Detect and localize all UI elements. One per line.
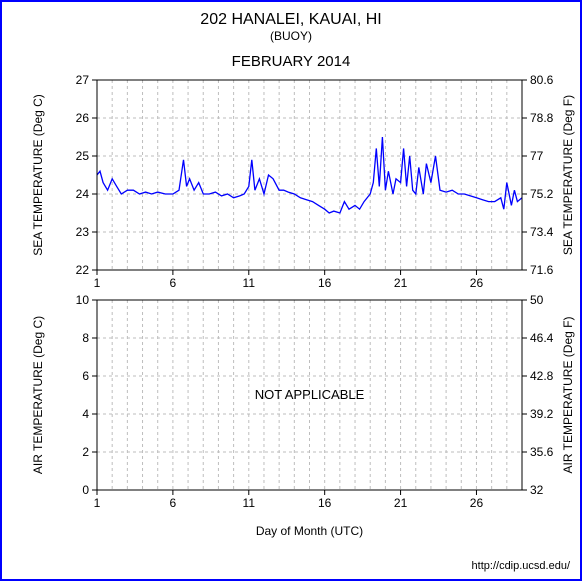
air-temp-ylabel-right: AIR TEMPERATURE (Deg F) [561,317,575,474]
xtick-label: 6 [170,496,177,510]
xtick-label: 1 [94,496,101,510]
ytick-left-label: 8 [82,331,89,345]
xtick-label: 26 [470,496,484,510]
ytick-right-label: 80.6 [530,73,554,87]
ytick-right-label: 77 [530,149,544,163]
ytick-right-label: 46.4 [530,331,554,345]
ytick-right-label: 50 [530,293,544,307]
sea-temp-ylabel-right: SEA TEMPERATURE (Deg F) [561,95,575,255]
xtick-label: 1 [94,276,101,290]
xtick-label: 16 [318,276,332,290]
ytick-left-label: 10 [76,293,90,307]
ytick-right-label: 39.2 [530,407,554,421]
sea-temp-ylabel-left: SEA TEMPERATURE (Deg C) [31,94,45,256]
xtick-label: 21 [394,496,408,510]
ytick-left-label: 23 [76,225,90,239]
ytick-right-label: 71.6 [530,263,554,277]
ytick-left-label: 27 [76,73,90,87]
ytick-left-label: 0 [82,483,89,497]
xaxis-label: Day of Month (UTC) [256,524,363,538]
ytick-left-label: 22 [76,263,90,277]
xtick-label: 11 [243,496,256,510]
xtick-label: 6 [170,276,177,290]
chart-month: FEBRUARY 2014 [232,53,351,70]
air-temp-overlay-text: NOT APPLICABLE [255,387,365,402]
ytick-right-label: 42.8 [530,369,554,383]
ytick-right-label: 73.4 [530,225,554,239]
ytick-right-label: 75.2 [530,187,554,201]
xtick-label: 26 [470,276,484,290]
xtick-label: 16 [318,496,332,510]
ytick-left-label: 6 [82,369,89,383]
chart-title: 202 HANALEI, KAUAI, HI [200,11,381,28]
xtick-label: 11 [243,276,256,290]
ytick-left-label: 24 [76,187,90,201]
ytick-left-label: 25 [76,149,90,163]
sea-temp-axes [97,80,522,270]
ytick-left-label: 26 [76,111,90,125]
air-temp-ylabel-left: AIR TEMPERATURE (Deg C) [31,316,45,474]
ytick-right-label: 35.6 [530,445,554,459]
ytick-right-label: 78.8 [530,111,554,125]
chart-frame: 202 HANALEI, KAUAI, HI(BUOY) FEBRUARY 201… [0,0,582,581]
ytick-left-label: 4 [82,407,89,421]
ytick-right-label: 32 [530,483,544,497]
ytick-left-label: 2 [82,445,89,459]
source-url: http://cdip.ucsd.edu/ [472,560,571,572]
chart-svg: 202 HANALEI, KAUAI, HI(BUOY) FEBRUARY 201… [2,2,580,579]
chart-subtitle: (BUOY) [270,29,312,43]
xtick-label: 21 [394,276,408,290]
